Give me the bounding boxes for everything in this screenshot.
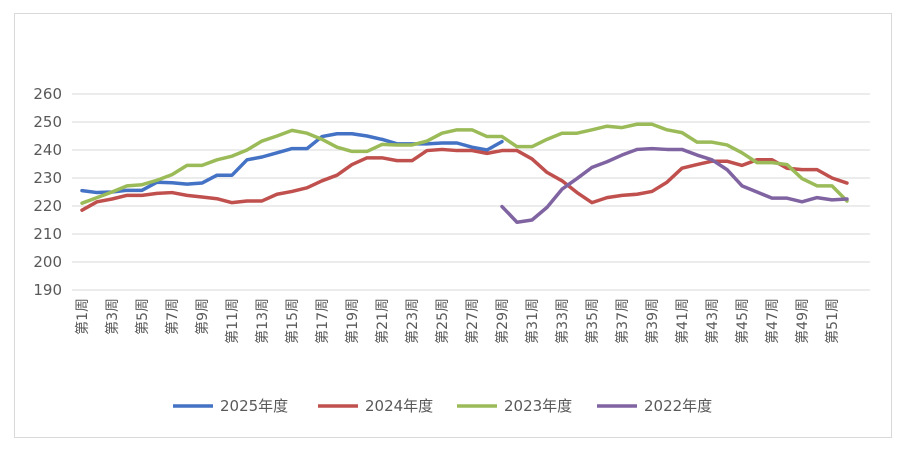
y-tick-label: 190	[33, 281, 62, 299]
x-tick-label: 第47周	[764, 298, 781, 344]
y-tick-label: 260	[33, 85, 62, 103]
x-tick-label: 第45周	[734, 298, 751, 344]
x-tick-label: 第19周	[344, 298, 361, 344]
legend: 2025年度 2024年度 2023年度 2022年度	[173, 397, 712, 415]
x-tick-label: 第37周	[614, 298, 631, 344]
y-tick-label: 230	[33, 169, 62, 187]
x-tick-label: 第15周	[284, 298, 301, 344]
x-tick-label: 第9周	[194, 298, 211, 335]
x-tick-label: 第29周	[494, 298, 511, 344]
x-tick-label: 第17周	[314, 298, 331, 344]
x-tick-label: 第35周	[584, 298, 601, 344]
y-tick-label: 200	[33, 253, 62, 271]
x-tick-label: 第7周	[164, 298, 181, 335]
series-line	[80, 132, 504, 195]
series-line	[80, 147, 849, 212]
x-tick-label: 第43周	[704, 298, 721, 344]
x-tick-label: 第11周	[224, 298, 241, 344]
chart-frame	[14, 13, 892, 438]
y-tick-label: 220	[33, 197, 62, 215]
y-axis-ticks: 190 200 210 220 230 240 250 260	[33, 85, 62, 299]
legend-label: 2025年度	[220, 397, 288, 415]
x-tick-label: 第13周	[254, 298, 271, 344]
y-tick-label: 210	[33, 225, 62, 243]
legend-label: 2024年度	[365, 397, 433, 415]
x-tick-label: 第27周	[464, 298, 481, 344]
x-tick-label: 第5周	[134, 298, 151, 335]
x-tick-label: 第49周	[794, 298, 811, 344]
series-line	[80, 122, 849, 205]
legend-label: 2023年度	[504, 397, 572, 415]
legend-label: 2022年度	[644, 397, 712, 415]
x-axis-ticks: 第1周 第3周 第5周 第7周 第9周 第11周 第13周 第15周 第17周 第19周 第21周第…	[74, 298, 841, 344]
x-tick-label: 第31周	[524, 298, 541, 344]
y-tick-label: 240	[33, 141, 62, 159]
series-lines	[80, 122, 849, 224]
x-tick-label: 第3周	[104, 298, 121, 335]
gridlines	[72, 93, 870, 291]
x-tick-label: 第21周	[374, 298, 391, 344]
x-tick-label: 第41周	[674, 298, 691, 344]
x-tick-label: 第25周	[434, 298, 451, 344]
series-line	[500, 146, 849, 224]
x-tick-label: 第39周	[644, 298, 661, 344]
x-tick-label: 第1周	[74, 298, 91, 335]
x-tick-label: 第23周	[404, 298, 421, 344]
y-tick-label: 250	[33, 113, 62, 131]
x-tick-label: 第33周	[554, 298, 571, 344]
x-tick-label: 第51周	[824, 298, 841, 344]
